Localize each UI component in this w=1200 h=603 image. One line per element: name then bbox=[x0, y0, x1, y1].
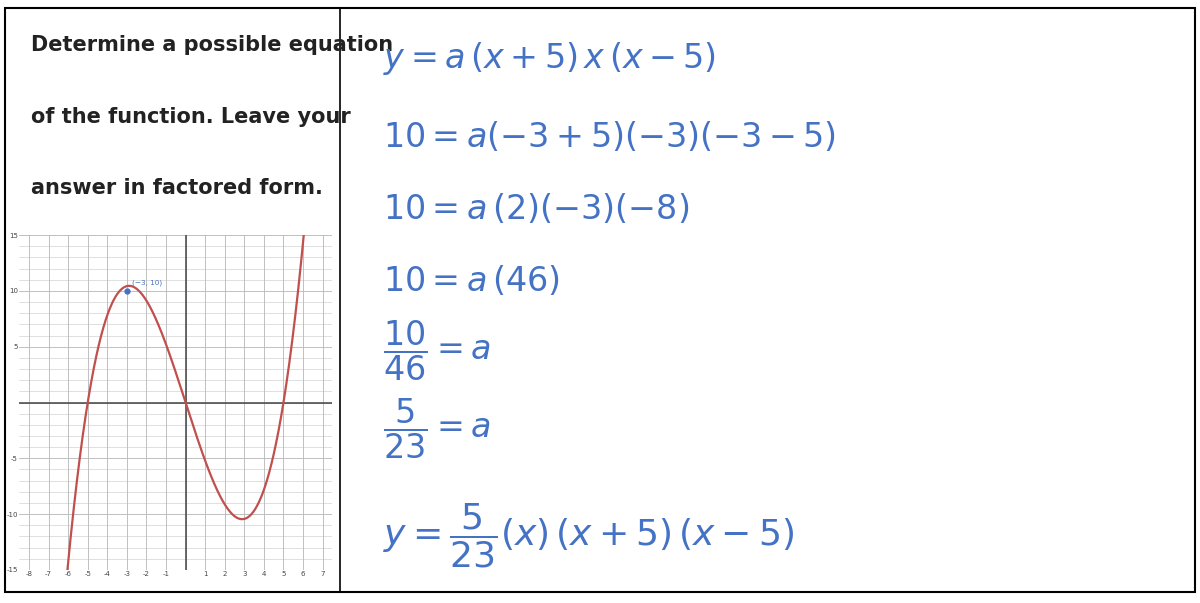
Text: $10 = a(-3 + 5)(-3)(-3 - 5)$: $10 = a(-3 + 5)(-3)(-3 - 5)$ bbox=[383, 119, 836, 154]
Text: $\dfrac{5}{23} = a$: $\dfrac{5}{23} = a$ bbox=[383, 397, 491, 461]
Text: $y = \dfrac{5}{23}(x)\,(x + 5)\,(x - 5)$: $y = \dfrac{5}{23}(x)\,(x + 5)\,(x - 5)$ bbox=[383, 502, 794, 570]
Text: $10 = a\,(2)(-3)(-8)$: $10 = a\,(2)(-3)(-8)$ bbox=[383, 192, 689, 226]
Text: of the function. Leave your: of the function. Leave your bbox=[31, 107, 350, 127]
Text: answer in factored form.: answer in factored form. bbox=[31, 178, 323, 198]
Text: $y = a\,(x + 5)\,x\,(x - 5)$: $y = a\,(x + 5)\,x\,(x - 5)$ bbox=[383, 40, 716, 77]
Text: (−3, 10): (−3, 10) bbox=[132, 280, 162, 286]
Text: $10 = a\,(46)$: $10 = a\,(46)$ bbox=[383, 264, 560, 298]
Text: Determine a possible equation: Determine a possible equation bbox=[31, 35, 394, 55]
Text: $\dfrac{10}{46} = a$: $\dfrac{10}{46} = a$ bbox=[383, 318, 491, 383]
